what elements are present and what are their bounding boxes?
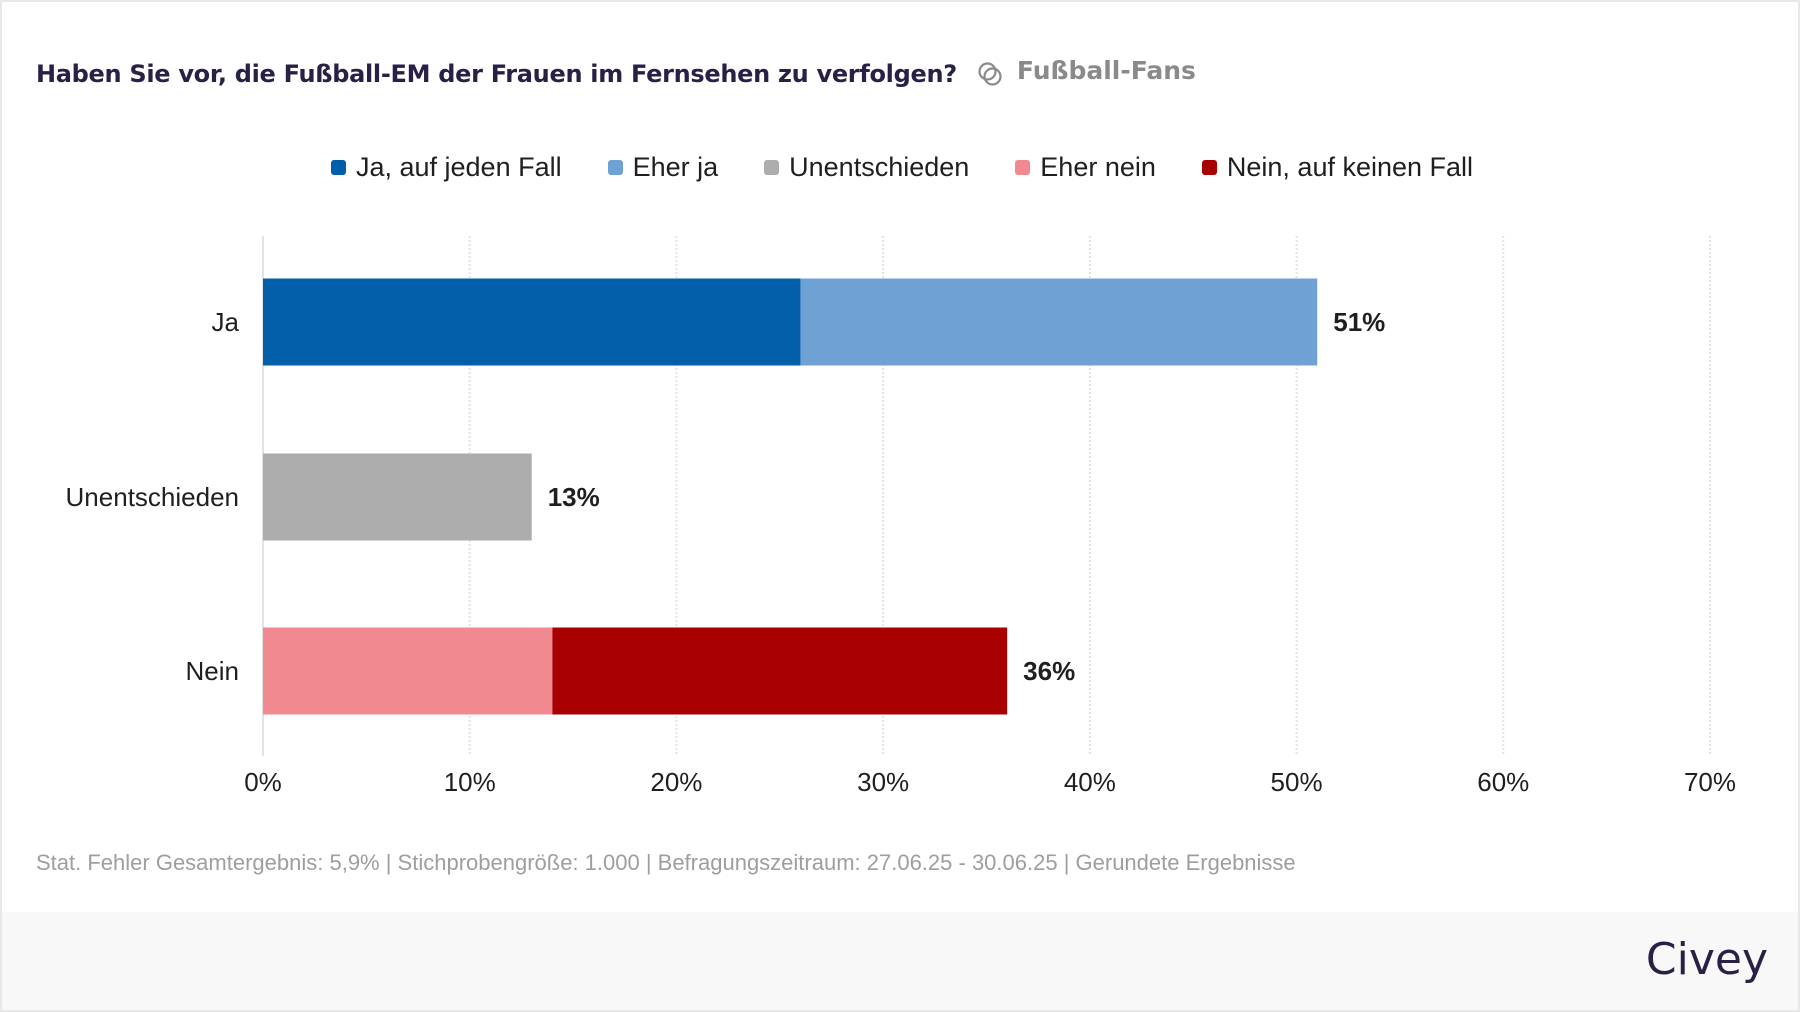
legend-item[interactable]: Eher nein <box>1015 152 1156 183</box>
total-label: 51% <box>1333 307 1385 337</box>
x-tick-label: 0% <box>244 767 282 797</box>
chart-title: Haben Sie vor, die Fußball-EM der Frauen… <box>36 60 957 88</box>
civey-logo: Civey <box>1645 934 1768 985</box>
legend-item[interactable]: Eher ja <box>607 152 719 183</box>
legend-swatch <box>607 160 623 175</box>
category-label: Nein <box>186 656 239 686</box>
total-label: 13% <box>548 482 600 512</box>
legend-label: Eher nein <box>1040 152 1156 182</box>
legend-label: Nein, auf keinen Fall <box>1226 152 1474 182</box>
legend-item[interactable]: Nein, auf keinen Fall <box>1201 152 1474 183</box>
x-tick-label: 60% <box>1477 767 1529 797</box>
bar-segment[interactable] <box>263 278 801 366</box>
interlocked-rings-icon <box>978 62 1002 86</box>
legend-item[interactable]: Unentschieden <box>764 152 969 183</box>
brand-bar: Civey <box>2 912 1798 1010</box>
legend: Ja, auf jeden Fall Eher ja Unentschieden Eh… <box>2 152 1800 183</box>
legend-label: Eher ja <box>632 152 719 182</box>
x-tick-label: 10% <box>444 767 496 797</box>
legend-label: Ja, auf jeden Fall <box>355 152 562 182</box>
methodology-note: Stat. Fehler Gesamtergebnis: 5,9% | Stic… <box>36 850 1296 875</box>
x-tick-label: 70% <box>1684 767 1736 797</box>
bar-segment[interactable] <box>263 627 553 715</box>
bar-segment[interactable] <box>800 278 1318 366</box>
total-label: 36% <box>1023 656 1075 686</box>
legend-label: Unentschieden <box>789 152 970 182</box>
audience-filter[interactable]: Fußball-Fans <box>975 55 1196 89</box>
bar-segment[interactable] <box>552 627 1008 715</box>
x-tick-label: 40% <box>1064 767 1116 797</box>
legend-swatch <box>1201 160 1217 175</box>
category-label: Unentschieden <box>66 482 239 512</box>
bar-segment[interactable] <box>263 453 532 541</box>
stacked-bar-chart: 0% 10% 20% 30% 40% 50% 60% 70% Ja 51% Unentschiede… <box>66 236 1736 797</box>
legend-swatch <box>1015 160 1031 175</box>
header: Haben Sie vor, die Fußball-EM der Frauen… <box>36 54 1196 94</box>
category-label: Ja <box>212 307 240 337</box>
x-tick-label: 20% <box>650 767 702 797</box>
x-tick-label: 30% <box>857 767 909 797</box>
legend-item[interactable]: Ja, auf jeden Fall <box>330 152 562 183</box>
audience-label: Fußball-Fans <box>1016 55 1196 85</box>
legend-swatch <box>764 160 780 175</box>
x-tick-label: 50% <box>1271 767 1323 797</box>
legend-swatch <box>330 160 346 175</box>
